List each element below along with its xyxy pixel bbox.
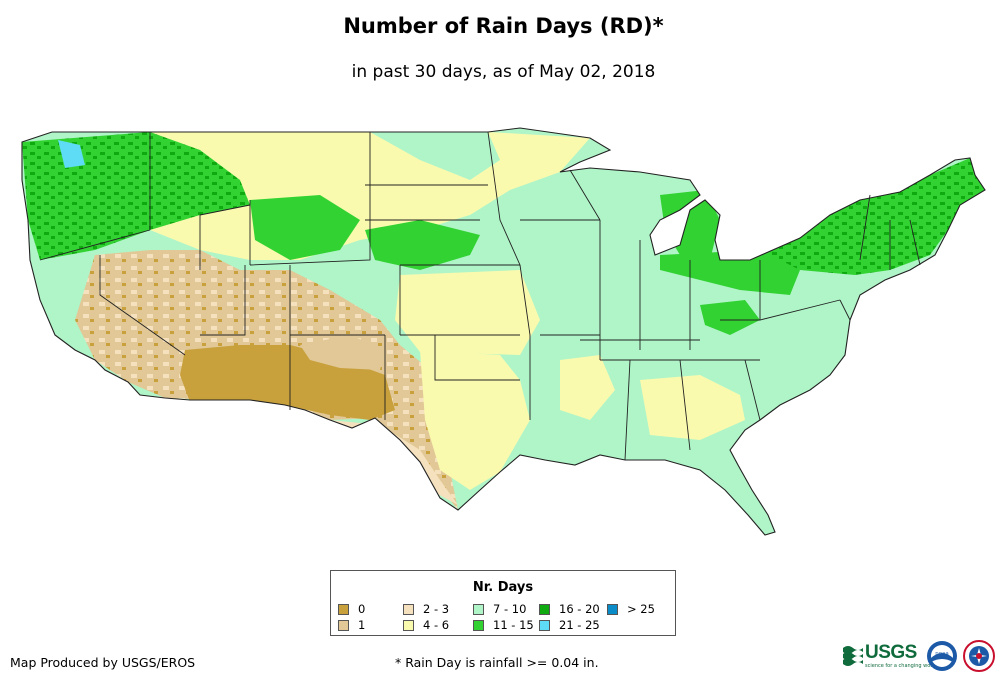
legend-label: 16 - 20 — [559, 602, 600, 616]
legend-item-6: 16 - 20 — [539, 603, 600, 615]
rain-day-footnote: * Rain Day is rainfall >= 0.04 in. — [395, 655, 599, 670]
legend-item-4: 7 - 10 — [473, 603, 526, 615]
usgs-wave-icon — [843, 646, 863, 666]
legend-swatch — [473, 603, 484, 615]
legend-item-8: > 25 — [607, 603, 655, 615]
legend-label: 21 - 25 — [559, 618, 600, 632]
legend-label: 0 — [358, 602, 366, 616]
usgs-logo: USGS science for a changing world — [843, 642, 937, 669]
legend-item-0: 0 — [338, 603, 365, 615]
map-subtitle: in past 30 days, as of May 02, 2018 — [351, 62, 656, 82]
legend-label: > 25 — [627, 602, 655, 616]
legend-swatch — [403, 619, 414, 631]
legend-swatch — [473, 619, 484, 631]
legend-item-2: 2 - 3 — [403, 603, 449, 615]
rain-day-fill — [22, 128, 985, 535]
legend-title: Nr. Days — [472, 580, 534, 595]
legend-item-5: 11 - 15 — [473, 619, 534, 631]
legend: Nr. Days 0 1 2 - 3 4 - 6 7 - 10 11 - 15 … — [330, 570, 676, 636]
legend-label: 2 - 3 — [423, 602, 450, 616]
state-boundaries — [21, 127, 986, 536]
legend-swatch — [539, 619, 550, 631]
legend-item-7: 21 - 25 — [539, 619, 600, 631]
legend-label: 11 - 15 — [493, 618, 534, 632]
noaa-text: noaa — [935, 651, 949, 657]
legend-swatch — [403, 603, 414, 615]
legend-swatch — [539, 603, 550, 615]
legend-swatch — [338, 619, 349, 631]
legend-swatch — [338, 603, 349, 615]
usgs-text: USGS — [865, 642, 917, 663]
nws-logo — [963, 640, 995, 672]
legend-label: 4 - 6 — [423, 618, 450, 632]
map-credit: Map Produced by USGS/EROS — [10, 655, 196, 670]
legend-item-1: 1 — [338, 619, 365, 631]
legend-swatch — [607, 603, 618, 615]
usgs-tagline: science for a changing world — [865, 663, 937, 669]
legend-item-3: 4 - 6 — [403, 619, 449, 631]
legend-label: 7 - 10 — [493, 602, 527, 616]
legend-label: 1 — [358, 618, 366, 632]
map-title: Number of Rain Days (RD)* — [343, 14, 664, 38]
us-rain-days-map — [21, 127, 986, 536]
noaa-logo: noaa — [927, 641, 957, 671]
